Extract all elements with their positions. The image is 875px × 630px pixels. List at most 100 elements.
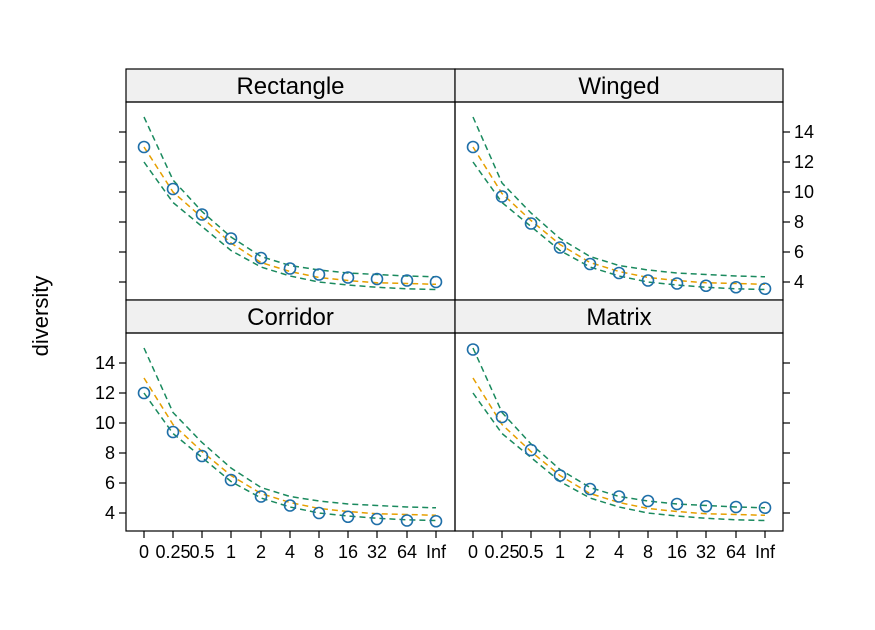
fit-line — [472, 377, 766, 517]
data-point — [466, 343, 480, 356]
x-tick-label: 16 — [667, 542, 687, 562]
x-tick-label: 0.5 — [189, 542, 214, 562]
data-point — [495, 410, 509, 424]
data-point — [312, 268, 326, 281]
data-point — [758, 282, 772, 296]
data-point — [341, 271, 355, 284]
panels: Rectangle Winged468101214Corridor46810121… — [95, 68, 814, 562]
panel-matrix: Matrix 0 0.250.5 1 2 4 8 16 32 64 Inf — [454, 299, 790, 562]
data-point — [641, 494, 655, 508]
x-tick-label: 0.25 — [484, 542, 519, 562]
x-tick-label: 64 — [726, 542, 746, 562]
x-tick-label: 4 — [285, 542, 295, 562]
x-tick-label: 0 — [468, 542, 478, 562]
y-tick-label: 14 — [794, 122, 814, 142]
data-point — [612, 266, 626, 280]
x-tick-label: 1 — [555, 542, 565, 562]
x-tick-label: 64 — [397, 542, 417, 562]
lower-bound-line — [472, 392, 766, 522]
y-tick-label: 8 — [794, 212, 804, 232]
x-tick-label: 0 — [139, 542, 149, 562]
data-point — [699, 279, 713, 293]
data-point — [166, 425, 180, 439]
strip-label: Rectangle — [236, 73, 344, 100]
data-point — [553, 469, 567, 482]
x-tick-label: 8 — [643, 542, 653, 562]
data-point — [341, 510, 355, 524]
strip-matrix — [454, 299, 784, 334]
upper-bound-line — [143, 347, 437, 509]
y-tick-label: 14 — [95, 353, 115, 373]
fit-line — [472, 146, 766, 286]
panel-winged: Winged 4 6 8 10 12 14 — [454, 68, 814, 301]
data-point — [729, 500, 743, 514]
x-tick-label: Inf — [755, 542, 776, 562]
x-tick-label: 2 — [585, 542, 595, 562]
data-point — [429, 275, 443, 289]
panel-frame — [125, 332, 456, 532]
data-point — [400, 274, 414, 287]
data-point — [429, 514, 443, 528]
x-tick-label: 16 — [338, 542, 358, 562]
lower-bound-line — [472, 161, 766, 291]
data-point — [583, 257, 597, 271]
data-point — [729, 280, 743, 294]
data-point — [641, 274, 655, 287]
panel-frame — [125, 101, 456, 301]
data-point — [524, 217, 538, 230]
x-tick-label: 0.5 — [518, 542, 543, 562]
data-point — [312, 506, 326, 520]
data-point — [400, 514, 414, 527]
data-point — [224, 232, 238, 245]
data-point — [670, 277, 684, 290]
data-point — [466, 140, 480, 154]
data-point — [758, 501, 772, 515]
strip-label: Matrix — [586, 304, 651, 331]
data-point — [495, 190, 509, 203]
y-tick-label: 10 — [95, 413, 115, 433]
data-point — [524, 443, 538, 457]
fit-line — [143, 377, 437, 517]
data-point — [224, 473, 238, 487]
data-point — [699, 499, 713, 513]
data-point — [283, 262, 297, 275]
y-tick-label: 10 — [794, 182, 814, 202]
data-point — [370, 272, 384, 286]
data-point — [195, 208, 209, 221]
x-tick-label: 0.25 — [155, 542, 190, 562]
panel-rectangle: Rectangle — [119, 68, 456, 301]
x-tick-label: 32 — [367, 542, 387, 562]
data-point — [370, 512, 384, 526]
data-point — [283, 499, 297, 512]
x-tick-label: Inf — [426, 542, 447, 562]
upper-bound-line — [472, 116, 766, 278]
data-point — [254, 490, 268, 503]
y-tick-label: 4 — [794, 272, 804, 292]
y-tick-label: 12 — [794, 152, 814, 172]
data-point — [583, 482, 597, 496]
upper-bound-line — [143, 116, 437, 278]
y-tick-label: 6 — [794, 242, 804, 262]
strip-label: Corridor — [247, 304, 334, 331]
strip-rectangle — [125, 68, 456, 103]
lower-bound-line — [143, 161, 437, 291]
x-tick-label: 4 — [614, 542, 624, 562]
y-tick-label: 12 — [95, 383, 115, 403]
strip-winged — [454, 68, 784, 103]
y-axis-title: diversity — [28, 276, 53, 357]
strip-label: Winged — [578, 73, 659, 100]
data-point — [137, 140, 151, 154]
x-tick-label: 1 — [226, 542, 236, 562]
upper-bound-line — [472, 347, 766, 509]
data-point — [553, 241, 567, 254]
fit-line — [143, 146, 437, 286]
data-point — [670, 497, 684, 511]
y-tick-label: 4 — [105, 503, 115, 523]
x-tick-label: 32 — [696, 542, 716, 562]
lower-bound-line — [143, 392, 437, 522]
data-point — [195, 449, 209, 463]
data-point — [254, 251, 268, 265]
x-tick-label: 8 — [314, 542, 324, 562]
